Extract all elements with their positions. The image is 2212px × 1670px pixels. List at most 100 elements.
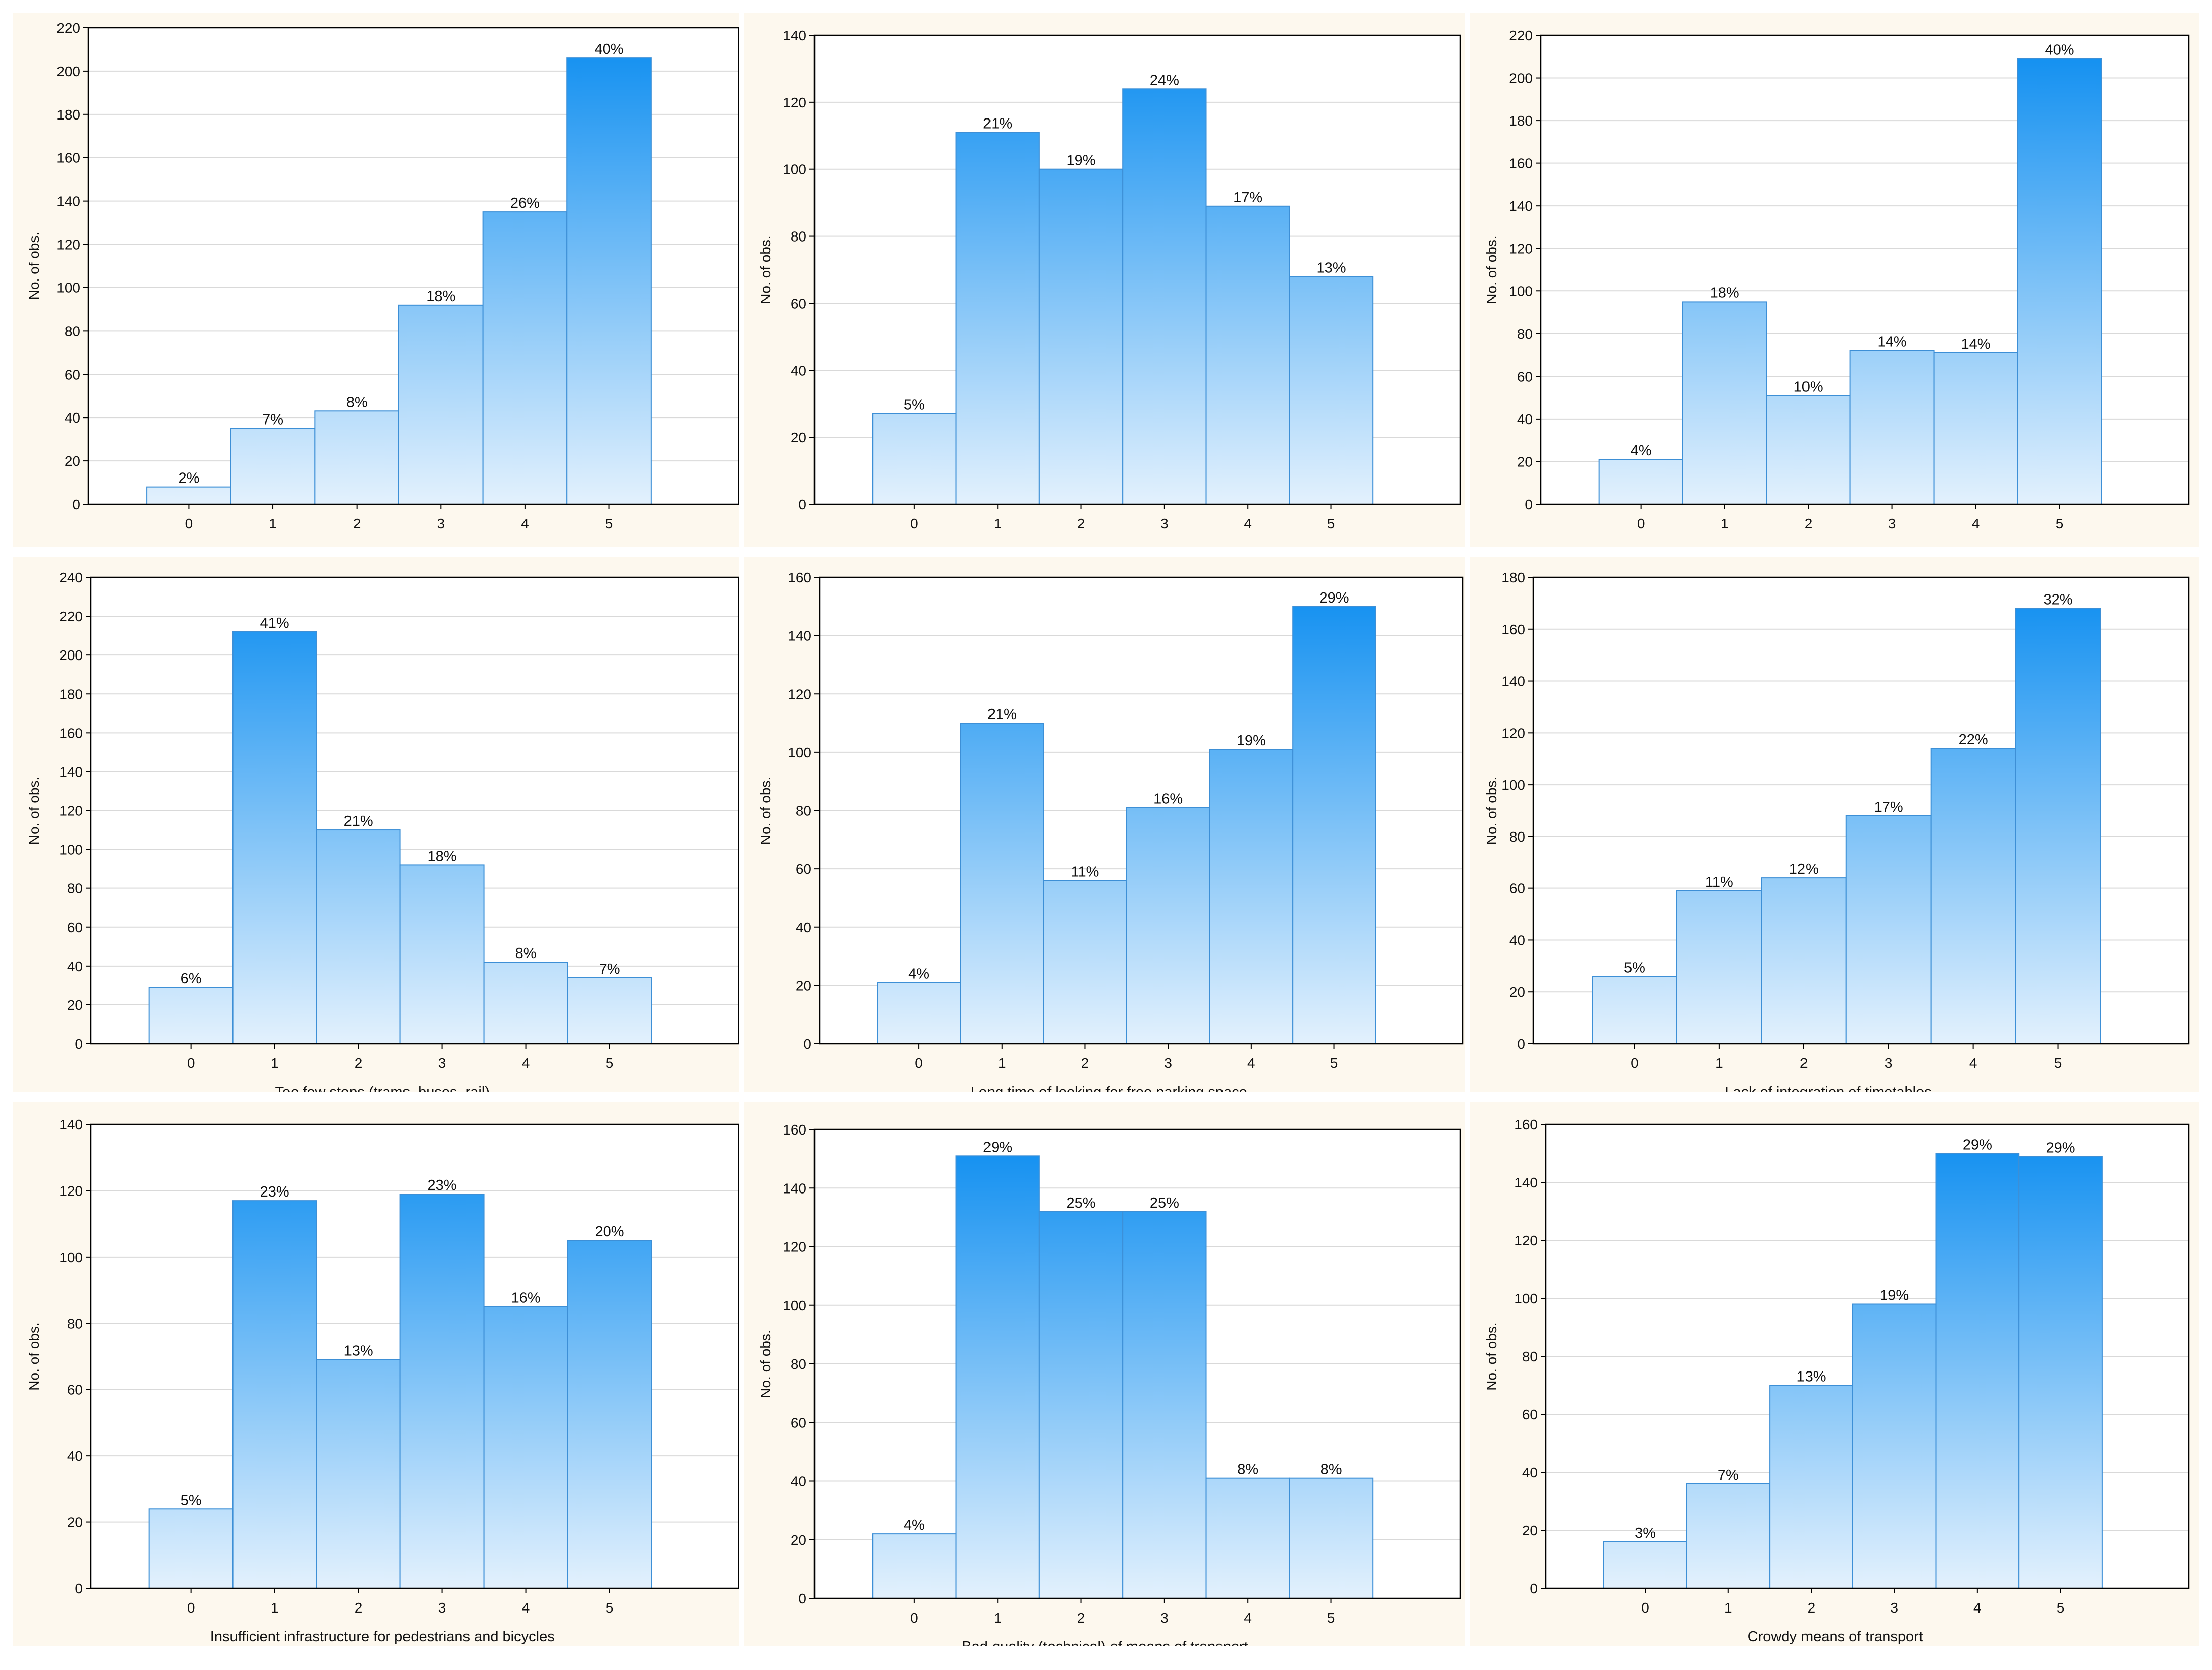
y-axis-label: No. of obs. [26,1322,42,1390]
y-tick-label: 40 [796,920,811,935]
x-tick-label: 0 [915,1055,923,1071]
x-tick-label: 2 [1804,516,1813,531]
y-axis-label: No. of obs. [758,235,773,304]
bar-percent-label: 4% [908,966,929,982]
bar-percent-label: 41% [260,615,289,631]
y-tick-label: 120 [783,1239,806,1255]
x-tick-label: 3 [438,1600,446,1616]
x-tick-label: 1 [1721,516,1729,531]
y-tick-label: 80 [796,803,811,819]
y-tick-label: 140 [783,1180,806,1196]
x-tick-label: 3 [1164,1055,1172,1071]
y-tick-label: 60 [796,861,811,877]
histogram-svg: 0204060801001201401601805%011%112%217%32… [1484,570,2190,1092]
histogram-svg: 0 20 40 60 80 100 120 140 5% 0 21% 1 19% 2 24% 3 17% 4 13%… [758,28,1461,547]
x-tick-label: 0 [187,1055,195,1071]
histogram-bar [1038,168,1124,505]
x-tick-label: 3 [1885,1055,1893,1071]
y-axis-label: No. of obs. [26,232,42,300]
bar-percent-label: 6% [181,971,202,987]
histogram-panel: 0 20 40 60 80 100 120 140 160 180 5% 0 11% 1 12% 2 17% 3 2… [1470,557,2199,1092]
bar-percent-label: 29% [1320,590,1349,606]
plot-frame [90,1123,739,1589]
x-tick-label: 1 [1724,1600,1732,1616]
y-tick-label: 40 [791,363,806,378]
histogram-panel: 0 20 40 60 80 100 120 140 160 180 200 220 4% 0 18% 1 10%… [1470,13,2199,547]
histogram-bar [877,982,961,1044]
y-tick-label: 40 [1517,411,1533,427]
y-tick-label: 80 [1509,829,1525,845]
y-tick-label: 100 [1501,777,1525,793]
x-tick-label: 2 [1077,1610,1085,1626]
bar-percent-label: 16% [511,1290,541,1306]
y-tick-label: 0 [803,1036,811,1052]
bar-percent-label: 13% [1317,260,1346,276]
y-tick-label: 160 [788,570,811,585]
bar-percent-label: 12% [1789,861,1819,877]
y-tick-label: 40 [65,410,80,426]
y-tick-label: 0 [798,1591,806,1606]
histogram-svg: 0 20 40 60 80 100 120 140 160 4% 0 29% 1 25% 2 25% 3 8% 4 8… [758,1122,1461,1646]
y-tick-label: 80 [65,323,80,339]
histogram-bar [1849,350,1935,505]
x-tick-label: 5 [606,1600,614,1616]
y-tick-label: 120 [1509,241,1533,257]
histogram-bar [1686,1483,1771,1589]
bar-percent-label: 29% [983,1139,1012,1155]
histogram-bar [1933,352,2018,505]
bar-percent-label: 8% [515,945,537,962]
y-tick-label: 20 [791,430,806,445]
y-tick-label: 40 [791,1474,806,1489]
y-tick-label: 0 [1525,497,1533,512]
plot-frame [1540,34,2190,505]
bar-percent-label: 17% [1233,190,1262,206]
x-axis-label: Insufficient infrastructure for pedestri… [210,1629,555,1645]
y-tick-label: 140 [59,1117,83,1132]
x-axis-label: Congestion [344,545,418,547]
x-tick-label: 4 [522,1055,530,1071]
histogram-panel: 0 20 40 60 80 100 120 140 160 4% 0 29% 1 25% 2 25% 3 8% 4 8… [744,1102,1465,1646]
x-tick-label: 5 [1327,516,1335,531]
y-tick-label: 0 [75,1581,83,1596]
y-tick-label: 0 [798,497,806,512]
histogram-bar [2018,1156,2103,1589]
histogram-bar [398,304,484,505]
bar-percent-label: 16% [1153,791,1183,807]
y-tick-label: 140 [1514,1175,1538,1190]
y-tick-label: 100 [1514,1291,1538,1306]
bar-percent-label: 21% [987,706,1017,723]
y-tick-label: 40 [1522,1465,1538,1480]
y-tick-label: 160 [1501,622,1525,637]
y-tick-label: 100 [56,280,80,295]
plot-frame [1545,1123,2190,1589]
x-tick-label: 5 [606,1055,614,1071]
bar-percent-label: 18% [1710,285,1739,301]
x-tick-label: 5 [1327,1610,1335,1626]
bar-percent-label: 32% [2044,592,2073,608]
histogram-svg: 0 20 40 60 80 100 120 140 160 180 200 220 4% 0 18% 1 10%… [1484,28,2190,547]
bar-percent-label: 19% [1237,733,1266,749]
y-tick-label: 0 [1517,1036,1525,1052]
y-tick-label: 120 [788,686,811,702]
x-axis-label: Too few stops (trams, buses, rail) [275,1084,490,1092]
x-tick-label: 3 [1160,1610,1169,1626]
histogram-bar [567,977,652,1044]
x-tick-label: 4 [521,516,529,531]
y-tick-label: 80 [791,229,806,245]
y-tick-label: 80 [67,881,83,897]
bar-percent-label: 7% [599,961,620,977]
x-tick-label: 4 [1244,516,1252,531]
histogram-bar [399,864,485,1045]
bar-percent-label: 5% [181,1492,202,1508]
y-tick-label: 60 [67,1382,83,1398]
histogram-panel: 0 20 40 60 80 100 120 140 5% 0 21% 1 19% 2 24% 3 17% 4 13%… [744,13,1465,547]
histogram-svg: 0 20 40 60 80 100 120 140 5% 0 23% 1 13% 2 23% 3 16% 4 20%… [26,1117,739,1645]
x-tick-label: 0 [185,516,193,531]
plot-frame [87,27,739,505]
x-tick-label: 4 [1973,1600,1982,1616]
y-tick-label: 140 [788,628,811,644]
y-axis-label: No. of obs. [1484,1322,1499,1390]
bar-percent-label: 20% [595,1224,624,1240]
y-tick-label: 120 [1501,725,1525,741]
histogram-bar [316,1359,401,1589]
